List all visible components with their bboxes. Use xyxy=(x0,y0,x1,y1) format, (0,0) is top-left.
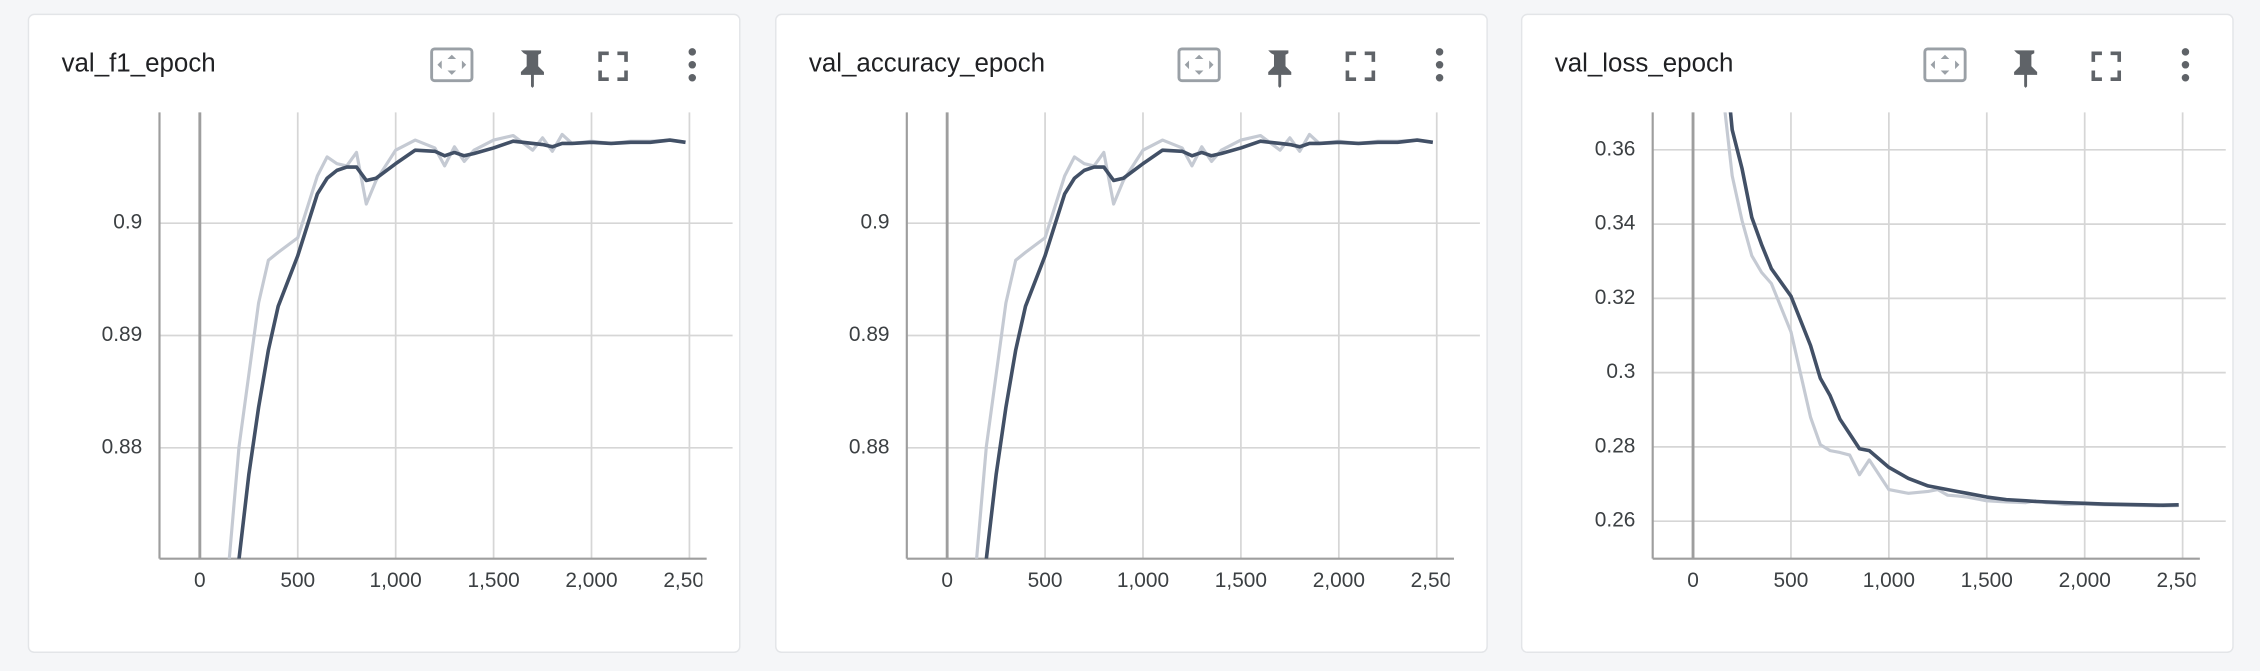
series-line xyxy=(237,138,686,559)
icon xyxy=(1435,74,1444,82)
icon xyxy=(1930,54,1960,75)
y-tick-label: 0.88 xyxy=(849,435,890,458)
y-tick-label: 0.28 xyxy=(1595,434,1636,457)
pin-button[interactable] xyxy=(1268,50,1292,88)
x-tick-label: 0 xyxy=(194,569,206,592)
icon xyxy=(688,74,697,82)
icon xyxy=(2181,61,2190,69)
icon xyxy=(2181,74,2190,82)
x-tick-labels: 0 500 1,000 1,500 2,000 2,500 xyxy=(941,569,1463,592)
icon xyxy=(1345,51,1376,81)
chart-card: val_accuracy_epoch 0.88 0.89 0.9 0 500 1,000 1,… xyxy=(775,13,1488,654)
icon xyxy=(430,47,474,83)
x-tick-label: 500 xyxy=(280,569,315,592)
x-tick-label: 1,000 xyxy=(1117,569,1169,592)
y-tick-label: 0.26 xyxy=(1595,509,1636,532)
plot xyxy=(1723,112,2179,508)
x-tick-label: 1,500 xyxy=(467,569,519,592)
y-tick-label: 0.34 xyxy=(1595,212,1636,235)
x-tick-label: 0 xyxy=(1687,569,1699,592)
plot xyxy=(975,132,1434,559)
x-tick-label: 500 xyxy=(1774,569,1809,592)
more-button[interactable] xyxy=(1435,48,1444,82)
icon xyxy=(1435,61,1444,69)
y-tick-label: 0.88 xyxy=(102,435,143,458)
x-tick-label: 2,000 xyxy=(2059,569,2111,592)
x-tick-label: 1,500 xyxy=(1215,569,1267,592)
fullscreen-button[interactable] xyxy=(2091,51,2122,81)
x-tick-label: 1,000 xyxy=(1863,569,1915,592)
icon xyxy=(2091,51,2122,81)
y-tick-label: 0.36 xyxy=(1595,137,1636,160)
x-tick-label: 2,500 xyxy=(1411,569,1463,592)
fit-domain-button[interactable] xyxy=(1923,47,1967,83)
pin-button[interactable] xyxy=(2014,50,2038,88)
y-tick-label: 0.89 xyxy=(849,323,890,346)
icon xyxy=(1177,47,1221,83)
x-tick-label: 2,500 xyxy=(663,569,715,592)
y-tick-label: 0.32 xyxy=(1595,286,1636,309)
x-tick-label: 2,000 xyxy=(565,569,617,592)
more-button[interactable] xyxy=(2181,48,2190,82)
icon xyxy=(1923,47,1967,83)
icon xyxy=(1184,54,1214,75)
more-button[interactable] xyxy=(688,48,697,82)
fit-domain-button[interactable] xyxy=(1177,47,1221,83)
x-tick-label: 0 xyxy=(941,569,953,592)
chart-card: val_f1_epoch 0.88 0.89 0.9 0 500 1,000 1,500 2,0… xyxy=(27,13,741,654)
icon xyxy=(437,54,467,75)
y-tick-label: 0.89 xyxy=(102,323,143,346)
series-line xyxy=(984,138,1434,559)
icon xyxy=(688,61,697,69)
series-line xyxy=(1728,112,2179,508)
x-tick-labels: 0 500 1,000 1,500 2,000 2,500 xyxy=(194,569,715,592)
y-tick-label: 0.9 xyxy=(113,211,142,234)
plot xyxy=(227,132,686,559)
y-tick-label: 0.9 xyxy=(861,211,890,234)
chart-card: val_loss_epoch 0.26 0.28 0.3 0.32 0.34 0.36 0 50… xyxy=(1520,13,2234,654)
card-background xyxy=(775,13,1488,654)
icon xyxy=(688,48,697,56)
icon xyxy=(1268,50,1292,88)
card-background xyxy=(1520,13,2234,654)
fit-domain-button[interactable] xyxy=(430,47,474,83)
fullscreen-button[interactable] xyxy=(598,51,628,81)
chart-title: val_f1_epoch xyxy=(62,50,216,78)
x-tick-label: 2,000 xyxy=(1313,569,1365,592)
fullscreen-button[interactable] xyxy=(1345,51,1376,81)
icon xyxy=(598,51,628,81)
x-tick-label: 1,000 xyxy=(370,569,422,592)
x-tick-label: 1,500 xyxy=(1961,569,2013,592)
card-background xyxy=(27,13,741,654)
y-tick-label: 0.3 xyxy=(1606,360,1635,383)
chart-title: val_accuracy_epoch xyxy=(809,50,1045,78)
icon xyxy=(2181,48,2190,56)
icon xyxy=(1435,48,1444,56)
x-tick-label: 500 xyxy=(1028,569,1063,592)
x-tick-labels: 0 500 1,000 1,500 2,000 2,500 xyxy=(1687,569,2209,592)
x-tick-label: 2,500 xyxy=(2157,569,2209,592)
icon xyxy=(2014,50,2038,88)
chart-title: val_loss_epoch xyxy=(1555,50,1734,78)
